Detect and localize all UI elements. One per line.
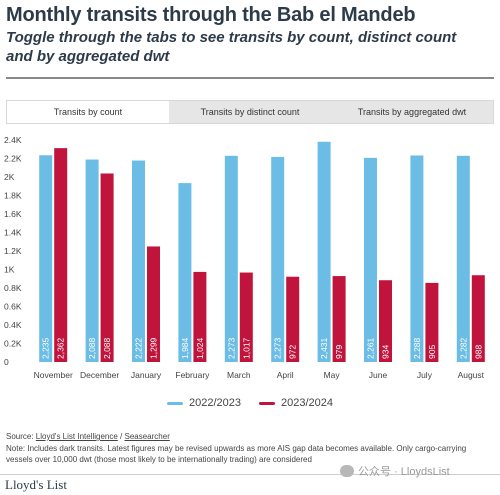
- data-label: 1,299: [149, 337, 159, 359]
- source-link-lloyds-list-intelligence[interactable]: Lloyd's List Intelligence: [35, 432, 118, 441]
- x-tick-label: April: [277, 370, 294, 380]
- bar-2023-2024-april[interactable]: [286, 276, 300, 362]
- y-tick-label: 2.4K: [4, 135, 22, 145]
- bar-2023-2024-august[interactable]: [471, 275, 485, 362]
- bar-2022-2023-january[interactable]: [132, 160, 145, 362]
- tab-bar: Transits by count Transits by distinct c…: [6, 100, 494, 124]
- data-label: 2,222: [134, 337, 144, 359]
- data-label: 2,273: [273, 337, 283, 359]
- tab-transits-by-distinct-count[interactable]: Transits by distinct count: [169, 101, 331, 123]
- bar-2023-2024-march[interactable]: [239, 272, 253, 362]
- data-label: 988: [473, 345, 483, 359]
- bar-2023-2024-may[interactable]: [332, 276, 346, 362]
- watermark-text: 公众号 · LloydsList: [358, 466, 450, 478]
- data-label: 1,024: [195, 337, 205, 359]
- legend-swatch-2022-2023: [167, 401, 183, 405]
- x-tick-label: February: [175, 370, 210, 380]
- data-label: 2,235: [41, 337, 51, 359]
- y-tick-label: 2.2K: [4, 154, 22, 164]
- source-link-seasearcher[interactable]: Seasearcher: [124, 432, 170, 441]
- bar-2022-2023-june[interactable]: [364, 157, 377, 362]
- y-tick-label: 1.8K: [4, 191, 22, 201]
- x-tick-label: January: [131, 370, 162, 380]
- y-tick-label: 2K: [4, 172, 15, 182]
- x-tick-label: June: [369, 370, 388, 380]
- data-label: 2,273: [226, 337, 236, 359]
- y-tick-label: 0: [4, 357, 9, 367]
- watermark: 公众号 · LloydsList: [340, 463, 450, 479]
- bar-2023-2024-february[interactable]: [193, 271, 207, 362]
- chart-legend: 2022/2023 2023/2024: [0, 397, 500, 409]
- data-label: 972: [288, 345, 298, 359]
- lloyds-list-logo: Lloyd's List: [5, 477, 67, 492]
- y-tick-label: 0.4K: [4, 320, 22, 330]
- bar-2023-2024-june[interactable]: [379, 280, 392, 362]
- data-label: 2,088: [87, 337, 97, 359]
- data-label: 2,282: [458, 337, 468, 359]
- bar-2022-2023-february[interactable]: [178, 183, 192, 362]
- bar-2022-2023-may[interactable]: [317, 141, 331, 362]
- bar-2023-2024-january[interactable]: [147, 246, 160, 362]
- chart-subtitle: Toggle through the tabs to see transits …: [6, 29, 457, 65]
- bar-2023-2024-december[interactable]: [100, 173, 114, 362]
- data-label: 905: [427, 345, 437, 359]
- legend-label-2023-2024: 2023/2024: [281, 397, 333, 409]
- x-tick-label: December: [80, 370, 119, 380]
- bar-2022-2023-april[interactable]: [271, 156, 285, 362]
- x-tick-label: August: [458, 370, 485, 380]
- y-tick-label: 0.6K: [4, 302, 22, 312]
- source-prefix: Source:: [6, 432, 36, 441]
- source-separator: /: [117, 432, 125, 441]
- tab-transits-by-count[interactable]: Transits by count: [7, 101, 169, 123]
- y-tick-label: 1.6K: [4, 209, 22, 219]
- legend-item-2023-2024[interactable]: 2023/2024: [259, 397, 333, 409]
- data-label: 2,088: [102, 337, 112, 359]
- bar-2022-2023-july[interactable]: [410, 155, 424, 362]
- footer-divider: [0, 474, 500, 475]
- bar-2023-2024-july[interactable]: [425, 282, 439, 362]
- data-label: 2,362: [56, 337, 66, 359]
- y-tick-label: 1.2K: [4, 246, 22, 256]
- bar-2022-2023-march[interactable]: [224, 155, 238, 362]
- footnote: Note: Includes dark transits. Latest fig…: [6, 444, 467, 464]
- y-tick-label: 0.8K: [4, 283, 22, 293]
- legend-swatch-2023-2024: [259, 401, 275, 405]
- y-tick-label: 1.4K: [4, 228, 22, 238]
- legend-label-2022-2023: 2022/2023: [189, 397, 241, 409]
- bar-chart: 0 0.2K 0.4K 0.6K 0.8K 1K 1.2K 1.4K 1.6K 1.8K 2K 2.2…: [4, 135, 485, 380]
- chart-title: Monthly transits through the Bab el Mand…: [6, 4, 416, 26]
- bar-2023-2024-november[interactable]: [54, 148, 68, 362]
- x-tick-label: November: [34, 370, 73, 380]
- data-label: 979: [334, 345, 344, 359]
- data-label: 2,288: [412, 337, 422, 359]
- wechat-icon: [340, 465, 354, 477]
- data-label: 2,431: [319, 337, 329, 359]
- data-label: 1,017: [241, 337, 251, 359]
- x-tick-label: July: [417, 370, 433, 380]
- legend-item-2022-2023[interactable]: 2022/2023: [167, 397, 241, 409]
- tab-transits-by-aggregated-dwt[interactable]: Transits by aggregated dwt: [331, 101, 493, 123]
- title-divider: [6, 77, 494, 79]
- bar-2022-2023-november[interactable]: [39, 155, 53, 362]
- x-tick-label: March: [227, 370, 251, 380]
- data-label: 934: [381, 345, 391, 359]
- source-line: Source: Lloyd's List Intelligence / Seas…: [6, 432, 170, 441]
- data-label: 2,261: [366, 337, 376, 359]
- y-tick-label: 1K: [4, 265, 15, 275]
- bar-2022-2023-august[interactable]: [456, 155, 470, 362]
- y-tick-label: 0.2K: [4, 339, 22, 349]
- data-label: 1,984: [180, 337, 190, 359]
- x-tick-label: May: [324, 370, 341, 380]
- bar-2022-2023-december[interactable]: [85, 159, 99, 362]
